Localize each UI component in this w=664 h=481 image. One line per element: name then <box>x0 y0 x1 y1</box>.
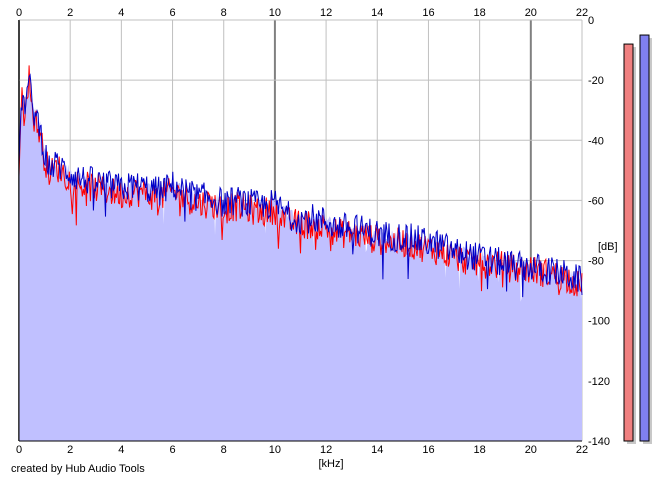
axes <box>18 20 582 442</box>
x-tick-labels-top: 0 2 4 6 8 10 12 14 16 18 20 22 <box>16 7 588 19</box>
spectrum-fill-area <box>19 81 582 441</box>
level-meters <box>623 34 652 445</box>
x-tick-label-bottom: 22 <box>576 444 588 456</box>
spectrum-series <box>18 65 583 298</box>
credit-text: created by Hub Audio Tools <box>11 463 145 475</box>
x-tick-label-top: 6 <box>169 7 175 19</box>
x-tick-label-bottom: 2 <box>67 444 73 456</box>
y-tick-label: -80 <box>588 256 604 268</box>
x-tick-label-bottom: 16 <box>422 444 434 456</box>
x-tick-labels-bottom: 0 2 4 6 8 10 12 14 16 18 20 22 <box>16 444 588 456</box>
y-axis-label: [dB] <box>598 241 618 253</box>
x-tick-label-top: 8 <box>221 7 227 19</box>
x-tick-label-bottom: 14 <box>371 444 383 456</box>
x-tick-label-top: 12 <box>320 7 332 19</box>
x-tick-label-bottom: 10 <box>269 444 281 456</box>
x-tick-label-top: 10 <box>269 7 281 19</box>
x-tick-label-bottom: 4 <box>118 444 124 456</box>
x-tick-label-top: 0 <box>16 7 22 19</box>
x-tick-label-top: 20 <box>525 7 537 19</box>
y-tick-label: -40 <box>588 135 604 147</box>
x-tick-label-bottom: 0 <box>16 444 22 456</box>
series-line-left <box>18 65 583 297</box>
y-tick-label: -60 <box>588 195 604 207</box>
level-meter-left <box>623 43 634 442</box>
x-tick-label-bottom: 8 <box>221 444 227 456</box>
x-tick-label-bottom: 6 <box>169 444 175 456</box>
x-tick-label-top: 2 <box>67 7 73 19</box>
x-tick-label-top: 4 <box>118 7 124 19</box>
y-tick-label: 0 <box>588 15 594 27</box>
x-axis-label: [kHz] <box>318 458 343 470</box>
y-tick-labels: 0 -20 -40 -60 -80 -100 -120 -140 <box>588 15 610 448</box>
x-tick-label-bottom: 18 <box>474 444 486 456</box>
x-tick-label-top: 14 <box>371 7 383 19</box>
spectrum-fill <box>19 81 582 441</box>
x-tick-label-top: 16 <box>422 7 434 19</box>
level-meter-right <box>639 34 650 442</box>
x-tick-label-bottom: 12 <box>320 444 332 456</box>
x-tick-label-top: 18 <box>474 7 486 19</box>
y-tick-label: -20 <box>588 75 604 87</box>
y-tick-label: -100 <box>588 316 610 328</box>
x-tick-label-top: 22 <box>576 7 588 19</box>
y-tick-label: -140 <box>588 436 610 448</box>
x-tick-label-bottom: 20 <box>525 444 537 456</box>
y-tick-label: -120 <box>588 376 610 388</box>
series-line-right <box>18 73 583 298</box>
